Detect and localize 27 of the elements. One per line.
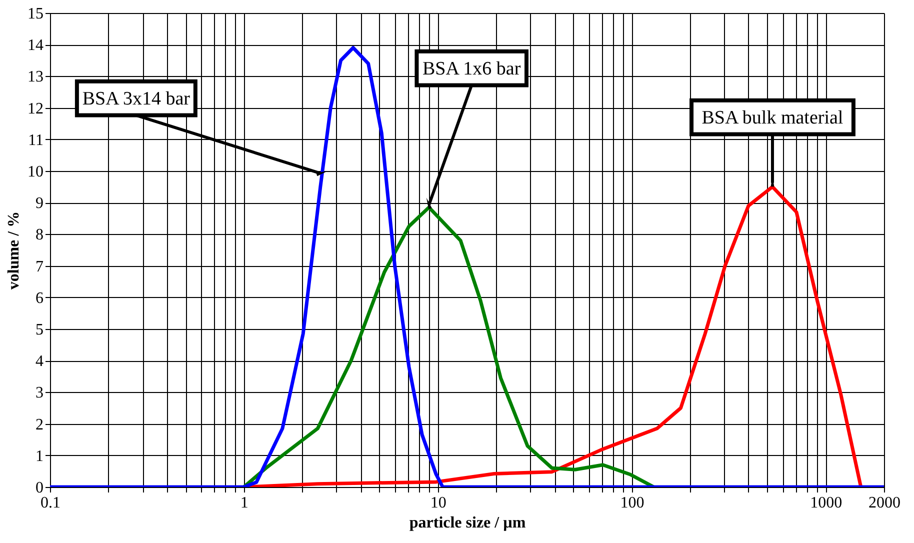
x-tick-label: 2000 (868, 494, 900, 512)
y-tick-label: 8 (36, 226, 44, 244)
y-tick-label: 11 (28, 132, 44, 149)
y-tick-label: 12 (28, 100, 44, 118)
y-tick-label: 7 (36, 258, 44, 276)
y-tick-label: 15 (28, 6, 44, 22)
x-tick-label: 100 (620, 494, 644, 512)
x-tick-label: 1 (240, 494, 248, 512)
y-tick-label: 5 (36, 322, 44, 338)
y-tick-label: 10 (28, 164, 44, 180)
y-tick-label: 0 (36, 480, 44, 496)
y-tick-label: 14 (28, 37, 44, 54)
y-tick-label: 2 (36, 416, 44, 434)
y-tick-label: 13 (28, 68, 44, 86)
y-tick-label: 3 (36, 384, 44, 402)
annotation: BSA 1x6 bar (422, 58, 522, 80)
y-tick-label: 4 (36, 353, 44, 370)
y-axis-title: volume / % (6, 211, 22, 290)
y-tick-label: 6 (36, 290, 44, 307)
x-axis-title: particle size / µm (409, 514, 526, 532)
x-tick-label: 10 (430, 494, 446, 512)
y-tick-label: 9 (36, 195, 44, 212)
y-tick-label: 1 (36, 448, 44, 465)
x-tick-label: 0.1 (40, 494, 60, 512)
annotation: BSA 3x14 bar (82, 88, 191, 110)
x-tick-label: 1000 (810, 494, 842, 512)
annotation: BSA bulk material (702, 107, 844, 128)
